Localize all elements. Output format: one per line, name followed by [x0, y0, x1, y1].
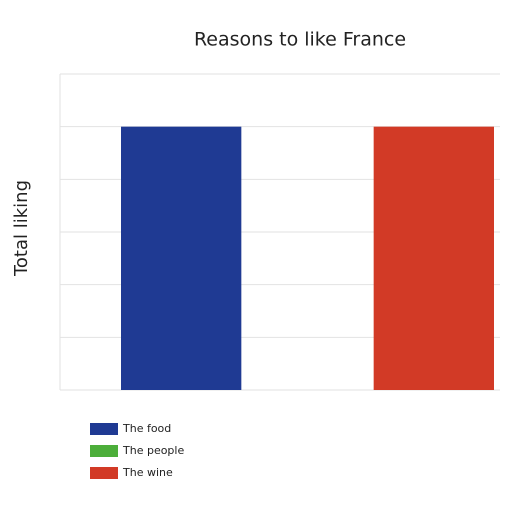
legend-swatch — [90, 467, 118, 479]
legend-label: The people — [122, 444, 184, 457]
legend-swatch — [90, 445, 118, 457]
bar — [121, 126, 242, 391]
chart-title: Reasons to like France — [194, 29, 406, 51]
legend-label: The wine — [122, 466, 173, 479]
bar — [373, 126, 494, 391]
y-axis-label: Total liking — [11, 180, 32, 277]
legend-swatch — [90, 423, 118, 435]
legend-label: The food — [122, 422, 171, 435]
